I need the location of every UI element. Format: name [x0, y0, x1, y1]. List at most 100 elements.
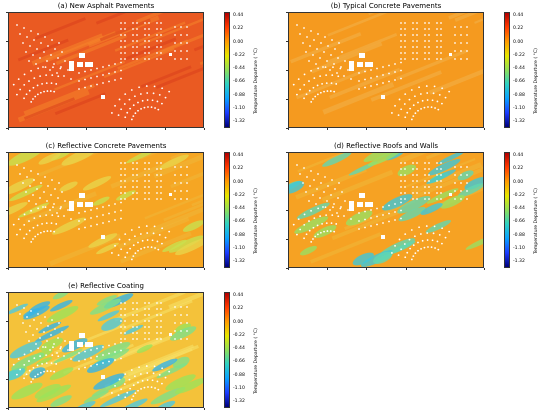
axis-tick — [86, 408, 87, 410]
colorbar-tick: 0.22 — [233, 306, 244, 312]
heatmap-field — [9, 293, 203, 407]
colorbar-tick: -0.66 — [233, 219, 245, 225]
axis-tick — [444, 128, 446, 130]
map-panel: (e) Reflective Coating 0.44 0.22 0.00 -0.22 -… — [6, 282, 274, 412]
axis-tick — [6, 12, 8, 13]
colorbar-tick: -0.66 — [233, 359, 245, 365]
colorbar-tick: -1.32 — [233, 119, 245, 124]
map-panel: (b) Typical Concrete Pavements 0.44 0.22 0.… — [286, 2, 550, 132]
axis-tick — [366, 128, 367, 130]
axis-tick — [6, 210, 8, 211]
colorbar-tick: -0.44 — [233, 206, 245, 211]
axis-tick — [6, 70, 8, 71]
heatmap-field — [289, 13, 483, 127]
colorbar-tick: -0.88 — [513, 92, 525, 98]
axis-tick — [125, 408, 127, 410]
axis-tick — [286, 128, 288, 129]
heatmap-field — [9, 13, 203, 127]
colorbar-tick: -1.10 — [233, 105, 245, 111]
map-panel: (d) Reflective Roofs and Walls 0.44 0.22 0.… — [286, 142, 550, 272]
axis-tick — [327, 268, 328, 270]
colorbar-tick: 0.44 — [513, 13, 524, 18]
colorbar-tick: -1.32 — [233, 259, 245, 264]
colorbar-tick: 0.00 — [233, 179, 244, 185]
temperature-map — [288, 12, 484, 128]
axis-tick — [6, 350, 8, 351]
colorbar-tick: -0.66 — [233, 79, 245, 85]
axis-tick — [164, 408, 166, 410]
axis-tick — [6, 128, 8, 129]
axis-tick — [366, 268, 367, 270]
axis-tick — [204, 268, 205, 270]
colorbar-label: Temperature Departure ( °C) — [534, 48, 539, 115]
colorbar-tick: 0.44 — [233, 293, 244, 298]
colorbar-tick: -0.88 — [233, 92, 245, 98]
heatmap-field — [289, 153, 483, 267]
colorbar-tick: -1.32 — [513, 119, 525, 124]
axis-tick — [204, 128, 205, 130]
axis-tick — [286, 210, 288, 211]
colorbar-tick: 0.00 — [513, 179, 524, 185]
colorbar-tick: -0.22 — [513, 52, 525, 58]
colorbar-tick: 0.22 — [513, 166, 524, 172]
colorbar-label: Temperature Departure ( °C) — [254, 188, 259, 255]
colorbar-tick: 0.22 — [233, 166, 244, 172]
axis-tick — [125, 128, 127, 130]
colorbar-tick: 0.00 — [513, 39, 524, 45]
axis-tick — [6, 321, 8, 322]
colorbar-tick: -1.32 — [513, 259, 525, 264]
axis-tick — [6, 181, 8, 182]
axis-tick — [125, 268, 127, 270]
temperature-map — [288, 152, 484, 268]
panel-title: (a) New Asphalt Pavements — [57, 2, 155, 10]
axis-tick — [6, 239, 8, 240]
axis-tick — [164, 128, 166, 130]
axis-tick — [286, 152, 288, 153]
colorbar-tick: -0.88 — [233, 372, 245, 378]
heatmap-field — [9, 153, 203, 267]
axis-tick — [6, 152, 8, 153]
axis-tick — [444, 268, 446, 270]
colorbar — [504, 152, 510, 268]
colorbar-tick: -0.88 — [513, 232, 525, 238]
axis-tick — [47, 128, 48, 130]
axis-tick — [286, 99, 288, 100]
axis-tick — [8, 128, 9, 130]
colorbar-tick: 0.22 — [513, 26, 524, 32]
colorbar-label: Temperature Departure ( °C) — [534, 188, 539, 255]
colorbar-tick: 0.22 — [233, 26, 244, 32]
axis-tick — [286, 181, 288, 182]
axis-tick — [86, 128, 87, 130]
colorbar-tick: 0.00 — [233, 39, 244, 45]
axis-tick — [288, 268, 289, 270]
axis-tick — [47, 408, 48, 410]
axis-tick — [405, 268, 407, 270]
axis-tick — [286, 12, 288, 13]
axis-tick — [6, 379, 8, 380]
panel-title: (e) Reflective Coating — [68, 282, 144, 290]
axis-tick — [6, 99, 8, 100]
axis-tick — [327, 128, 328, 130]
axis-tick — [405, 128, 407, 130]
colorbar-tick: 0.44 — [513, 153, 524, 158]
axis-tick — [484, 128, 485, 130]
axis-tick — [8, 268, 9, 270]
temperature-map — [8, 152, 204, 268]
axis-tick — [484, 268, 485, 270]
axis-tick — [6, 268, 8, 269]
axis-tick — [8, 408, 9, 410]
colorbar — [224, 292, 230, 408]
colorbar-label: Temperature Departure ( °C) — [254, 328, 259, 395]
colorbar-tick: 0.00 — [233, 319, 244, 325]
colorbar-tick: -1.10 — [233, 245, 245, 251]
axis-tick — [47, 268, 48, 270]
colorbar-tick: -0.66 — [513, 79, 525, 85]
axis-tick — [86, 268, 87, 270]
axis-tick — [286, 268, 288, 269]
axis-tick — [286, 41, 288, 42]
colorbar-tick: -0.22 — [233, 192, 245, 198]
colorbar-tick: -1.32 — [233, 399, 245, 404]
panel-title: (d) Reflective Roofs and Walls — [333, 142, 439, 150]
colorbar-tick: -1.10 — [233, 385, 245, 391]
colorbar — [224, 152, 230, 268]
